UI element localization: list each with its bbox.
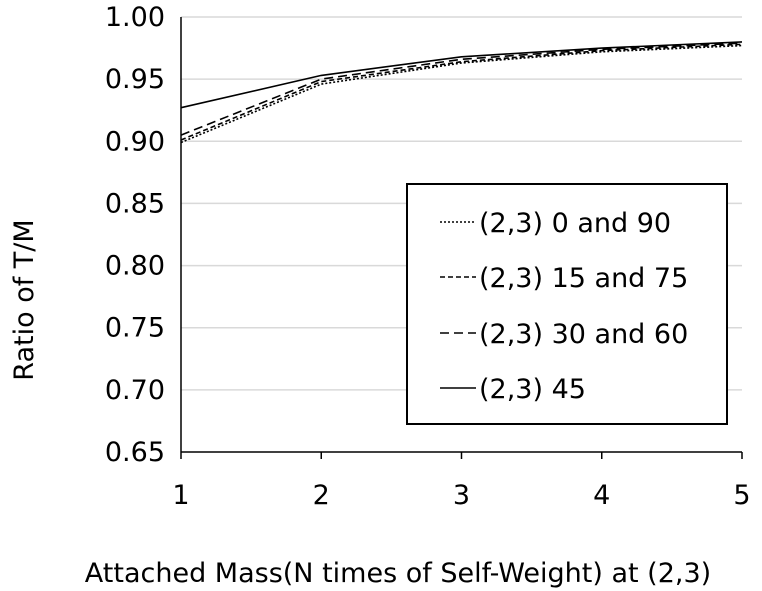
x-tick-label-0: 1 — [172, 480, 189, 511]
axes — [180, 17, 743, 459]
series-line-3 — [180, 41, 743, 109]
series-lines — [180, 41, 743, 144]
y-tick-label-2: 0.75 — [105, 313, 165, 344]
legend: (2,3) 0 and 90 (2,3) 15 and 75 (2,3) 30 an… — [406, 183, 728, 425]
x-tick-labels: 1 2 3 4 5 — [172, 480, 750, 511]
y-tick-label-3: 0.80 — [105, 251, 165, 282]
x-axis-title: Attached Mass(N times of Self-Weight) at… — [85, 558, 711, 589]
y-tick-label-1: 0.70 — [105, 375, 165, 406]
y-tick-label-4: 0.85 — [105, 188, 165, 219]
series-line-2 — [180, 42, 743, 136]
series-line-1 — [180, 43, 743, 141]
legend-label-2: (2,3) 30 and 60 — [479, 319, 688, 350]
y-tick-label-6: 0.95 — [105, 64, 165, 95]
legend-box — [406, 183, 728, 425]
y-tick-label-0: 0.65 — [105, 437, 165, 468]
x-tick-label-4: 5 — [733, 480, 750, 511]
x-tick-label-1: 2 — [313, 480, 330, 511]
series-line-0 — [180, 44, 743, 144]
legend-label-0: (2,3) 0 and 90 — [479, 208, 671, 239]
legend-label-3: (2,3) 45 — [479, 374, 586, 405]
x-tick-label-2: 3 — [453, 480, 470, 511]
legend-label-1: (2,3) 15 and 75 — [479, 263, 688, 294]
y-tick-label-7: 1.00 — [105, 2, 165, 33]
y-axis-title: Ratio of T/M — [9, 219, 40, 380]
y-tick-labels: 0.65 0.70 0.75 0.80 0.85 0.90 0.95 1.00 — [105, 2, 165, 468]
y-tick-label-5: 0.90 — [105, 126, 165, 157]
x-tick-label-3: 4 — [593, 480, 610, 511]
